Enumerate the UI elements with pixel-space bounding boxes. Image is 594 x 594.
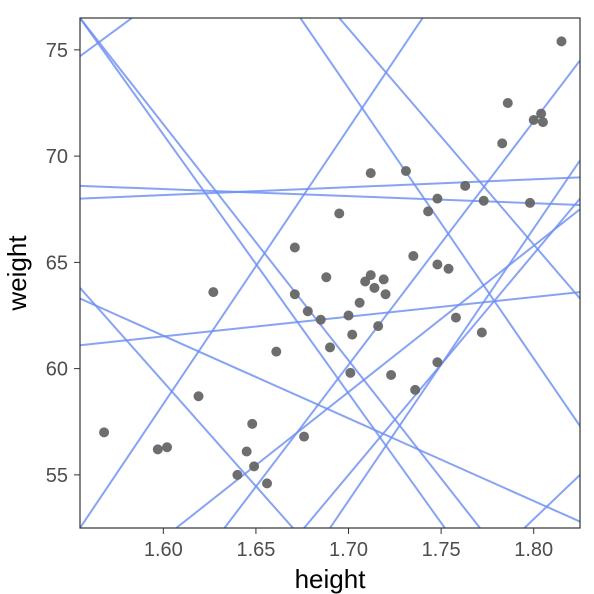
data-point bbox=[401, 166, 411, 176]
data-point bbox=[536, 109, 546, 119]
y-tick-label: 75 bbox=[46, 40, 68, 62]
y-tick-label: 60 bbox=[46, 359, 68, 381]
y-tick-label: 70 bbox=[46, 146, 68, 168]
data-point bbox=[444, 264, 454, 274]
data-point bbox=[271, 347, 281, 357]
data-point bbox=[344, 311, 354, 321]
data-point bbox=[460, 181, 470, 191]
data-point bbox=[408, 251, 418, 261]
data-point bbox=[432, 194, 442, 204]
data-point bbox=[525, 198, 535, 208]
data-point bbox=[556, 36, 566, 46]
data-point bbox=[334, 209, 344, 219]
data-point bbox=[262, 478, 272, 488]
data-point bbox=[162, 442, 172, 452]
data-point bbox=[503, 98, 513, 108]
data-point bbox=[325, 342, 335, 352]
data-point bbox=[477, 328, 487, 338]
data-point bbox=[373, 321, 383, 331]
data-point bbox=[194, 391, 204, 401]
data-point bbox=[247, 419, 257, 429]
data-point bbox=[208, 287, 218, 297]
data-point bbox=[99, 427, 109, 437]
data-point bbox=[410, 385, 420, 395]
data-point bbox=[451, 313, 461, 323]
y-tick-label: 55 bbox=[46, 465, 68, 487]
y-axis-title: weight bbox=[2, 235, 32, 312]
data-point bbox=[347, 330, 357, 340]
data-point bbox=[379, 274, 389, 284]
data-point bbox=[497, 138, 507, 148]
data-point bbox=[369, 283, 379, 293]
data-point bbox=[355, 298, 365, 308]
data-point bbox=[345, 368, 355, 378]
data-point bbox=[366, 270, 376, 280]
data-point bbox=[316, 315, 326, 325]
data-point bbox=[242, 447, 252, 457]
data-point bbox=[432, 260, 442, 270]
x-axis-title: height bbox=[295, 564, 367, 594]
data-point bbox=[303, 306, 313, 316]
data-point bbox=[423, 206, 433, 216]
data-point bbox=[432, 357, 442, 367]
data-point bbox=[249, 461, 259, 471]
data-point bbox=[386, 370, 396, 380]
data-point bbox=[290, 243, 300, 253]
data-point bbox=[153, 444, 163, 454]
x-tick-label: 1.60 bbox=[144, 539, 183, 561]
x-tick-label: 1.75 bbox=[422, 539, 461, 561]
data-point bbox=[232, 470, 242, 480]
data-point bbox=[290, 289, 300, 299]
y-tick-label: 65 bbox=[46, 252, 68, 274]
x-tick-label: 1.80 bbox=[514, 539, 553, 561]
x-tick-label: 1.65 bbox=[236, 539, 275, 561]
data-point bbox=[381, 289, 391, 299]
data-point bbox=[479, 196, 489, 206]
data-point bbox=[321, 272, 331, 282]
data-point bbox=[538, 117, 548, 127]
x-tick-label: 1.70 bbox=[329, 539, 368, 561]
scatter-chart: 1.60 1.65 1.70 1.75 1.80 height 55 60 65 70 75 weig… bbox=[0, 0, 594, 594]
data-point bbox=[366, 168, 376, 178]
data-point bbox=[299, 432, 309, 442]
